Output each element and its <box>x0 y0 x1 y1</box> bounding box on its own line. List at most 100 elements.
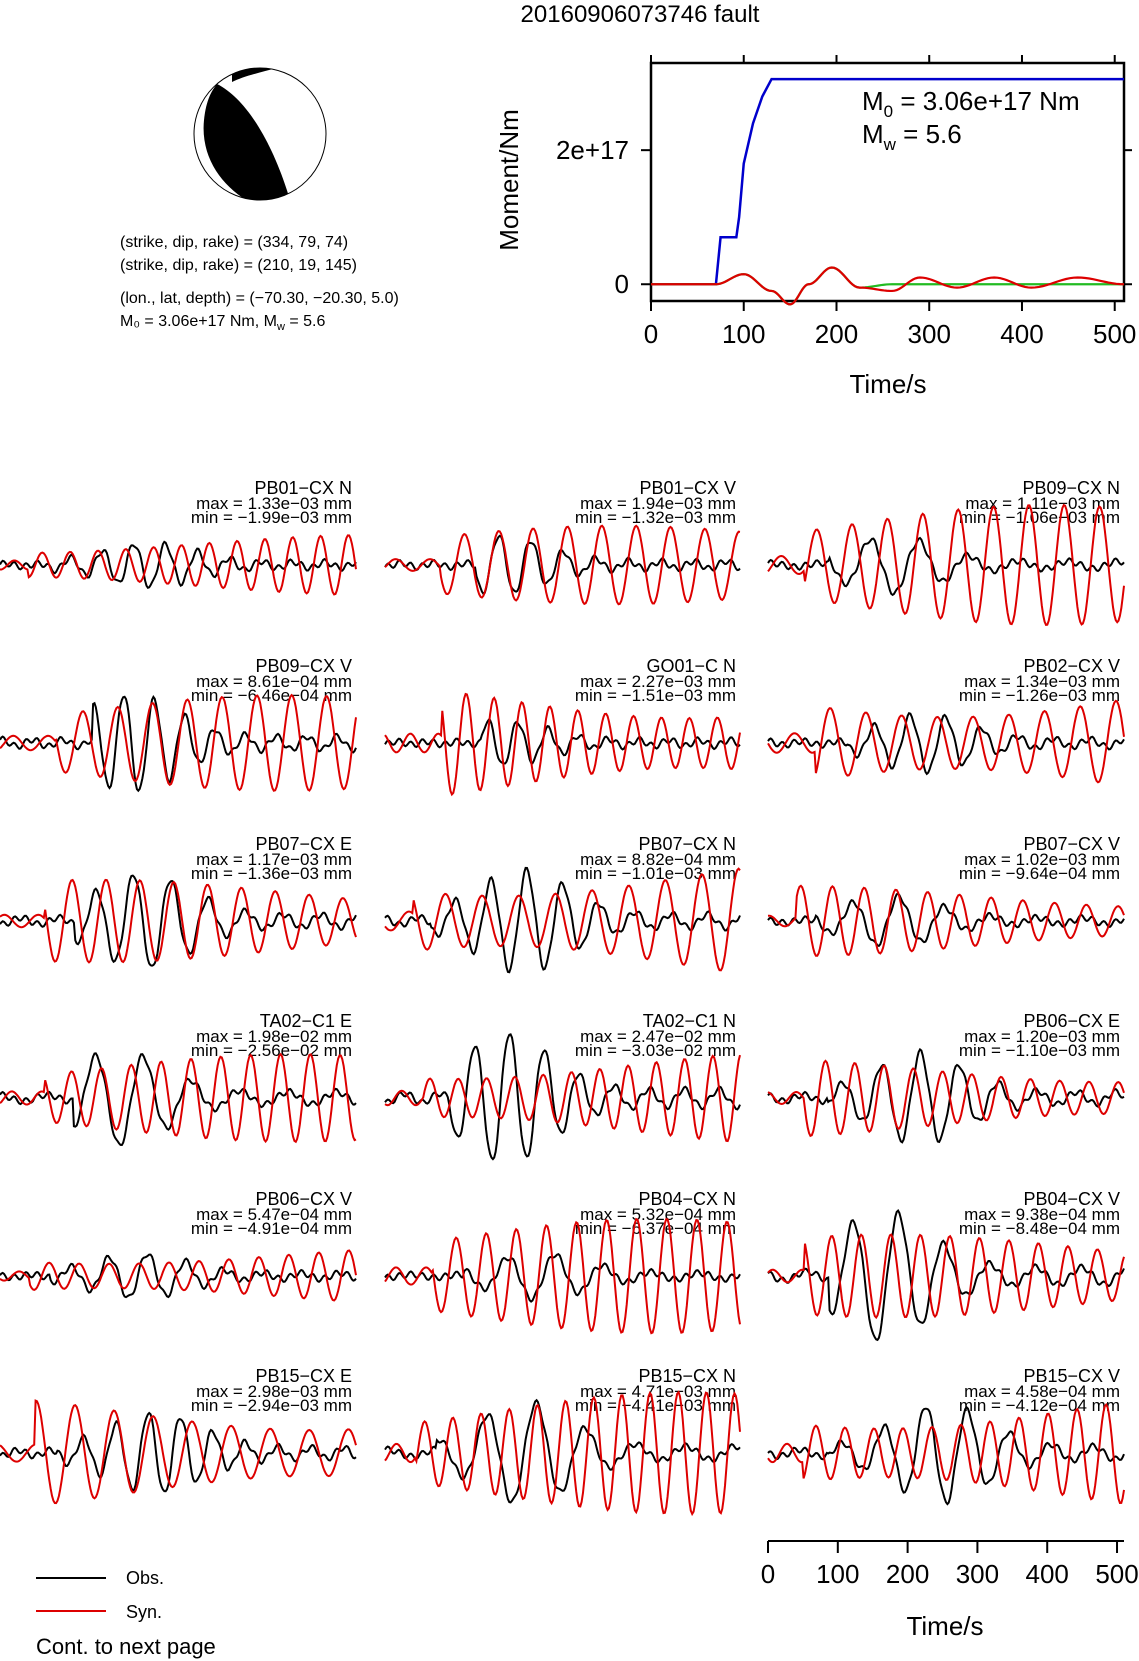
stf-m0-annotation: M0 = 3.06e+17 Nm <box>862 86 1080 121</box>
synthetic-waveform <box>767 1059 1125 1138</box>
observed-waveform <box>0 1052 357 1147</box>
synthetic-waveform <box>767 1402 1125 1505</box>
panel-min-label: min = −6.46e−04 mm <box>191 686 352 705</box>
panel-max-label: max = 1.17e−03 mm <box>196 850 352 869</box>
observed-waveform <box>0 694 357 793</box>
waveform-xtick-label: 200 <box>886 1559 929 1589</box>
panel-min-label: min = −9.64e−04 mm <box>959 864 1120 883</box>
stf-m0-value: = 3.06e+17 Nm <box>893 86 1079 116</box>
waveform-time-axis: 0 100 200 300 400 500 <box>761 1540 1139 1589</box>
stf-mw-sub: w <box>883 135 897 154</box>
synthetic-waveform <box>384 524 741 606</box>
synthetic-waveform <box>767 503 1125 627</box>
panel-max-label: max = 1.98e−02 mm <box>196 1027 352 1046</box>
synthetic-waveform <box>0 534 357 596</box>
panel-max-label: max = 2.47e−02 mm <box>580 1027 736 1046</box>
observed-waveform <box>0 540 357 590</box>
panel-max-label: max = 9.38e−04 mm <box>964 1205 1120 1224</box>
observed-waveform <box>384 866 741 974</box>
panel-min-label: min = −4.91e−04 mm <box>191 1219 352 1238</box>
panel-min-label: min = −2.56e−02 mm <box>191 1041 352 1060</box>
panel-min-label: min = −4.41e−03 mm <box>575 1396 736 1415</box>
stf-xtick-label: 200 <box>815 319 858 349</box>
synthetic-waveform <box>767 884 1125 957</box>
continuation-note: Cont. to next page <box>36 1634 216 1659</box>
observed-waveform <box>767 1047 1125 1144</box>
panel-max-label: max = 4.58e−04 mm <box>964 1382 1120 1401</box>
stf-xtick-label: 0 <box>644 319 658 349</box>
panel-station-label: TA02−C1 N <box>643 1011 736 1031</box>
panel-station-label: PB07−CX N <box>638 834 736 854</box>
panel-min-label: min = −3.03e−02 mm <box>575 1041 736 1060</box>
panel-max-label: max = 4.71e−03 mm <box>580 1382 736 1401</box>
waveform-xtick-label: 400 <box>1026 1559 1069 1589</box>
panel-min-label: min = −2.94e−03 mm <box>191 1396 352 1415</box>
panel-station-label: PB15−CX E <box>255 1366 352 1386</box>
mechanism-line-4: M₀ = 3.06e+17 Nm, Mw = 5.6 <box>120 313 325 333</box>
mechanism-line-1: (strike, dip, rake) = (334, 79, 74) <box>120 234 348 251</box>
panel-min-label: min = −1.36e−03 mm <box>191 864 352 883</box>
stf-mw-annotation: Mw = 5.6 <box>862 119 962 154</box>
waveform-xtick-label: 0 <box>761 1559 775 1589</box>
panel-station-label: PB04−CX N <box>638 1189 736 1209</box>
stf-mw-value: = 5.6 <box>896 119 962 149</box>
panel-max-label: max = 1.02e−03 mm <box>964 850 1120 869</box>
panel-min-label: min = −6.37e−04 mm <box>575 1219 736 1238</box>
panel-station-label: PB06−CX V <box>255 1189 352 1209</box>
panel-min-label: min = −1.51e−03 mm <box>575 686 736 705</box>
mechanism-mw-val: = 5.6 <box>285 313 326 330</box>
synthetic-waveform <box>384 1054 741 1143</box>
beachball-compressional-quadrant <box>203 84 290 200</box>
observed-waveform <box>0 1253 357 1299</box>
stf-m0-sub: 0 <box>884 102 893 121</box>
synthetic-waveform <box>0 1052 357 1144</box>
panel-max-label: max = 1.33e−03 mm <box>196 494 352 513</box>
stf-cumulative-moment-line <box>651 77 1124 286</box>
beachball-top-quadrant <box>232 68 284 82</box>
observed-waveform <box>767 711 1125 776</box>
stf-frame <box>649 61 1126 303</box>
mechanism-mw-sub: w <box>276 321 285 333</box>
waveform-xlabel: Time/s <box>906 1611 983 1641</box>
panel-max-label: max = 5.47e−04 mm <box>196 1205 352 1224</box>
panel-min-label: min = −1.26e−03 mm <box>959 686 1120 705</box>
observed-waveform <box>0 874 357 967</box>
panel-min-label: min = −1.99e−03 mm <box>191 508 352 527</box>
synthetic-waveform <box>0 1399 357 1505</box>
stf-ytick-label: 0 <box>615 269 629 299</box>
panel-max-label: max = 8.82e−04 mm <box>580 850 736 869</box>
panel-min-label: min = −1.10e−03 mm <box>959 1041 1120 1060</box>
synthetic-waveform <box>384 867 741 972</box>
synthetic-waveform <box>767 1233 1125 1320</box>
synthetic-waveform <box>384 692 741 797</box>
panel-min-label: min = −1.01e−03 mm <box>575 864 736 883</box>
legend-syn-label: Syn. <box>126 1602 162 1622</box>
panel-max-label: max = 1.94e−03 mm <box>580 494 736 513</box>
panel-station-label: PB15−CX V <box>1023 1366 1120 1386</box>
panel-station-label: PB02−CX V <box>1023 656 1120 676</box>
waveform-xtick-label: 500 <box>1095 1559 1138 1589</box>
panel-min-label: min = −4.12e−04 mm <box>959 1396 1120 1415</box>
stf-xtick-label: 300 <box>908 319 951 349</box>
panel-max-label: max = 1.34e−03 mm <box>964 672 1120 691</box>
panel-station-label: PB06−CX E <box>1023 1011 1120 1031</box>
stf-xtick-label: 100 <box>722 319 765 349</box>
stf-m0-letter: M <box>862 86 884 116</box>
panel-min-label: min = −8.48e−04 mm <box>959 1219 1120 1238</box>
legend-obs-label: Obs. <box>126 1568 164 1588</box>
panel-station-label: PB15−CX N <box>638 1366 736 1386</box>
panel-station-label: PB04−CX V <box>1023 1189 1120 1209</box>
stf-xtick-label: 500 <box>1093 319 1136 349</box>
